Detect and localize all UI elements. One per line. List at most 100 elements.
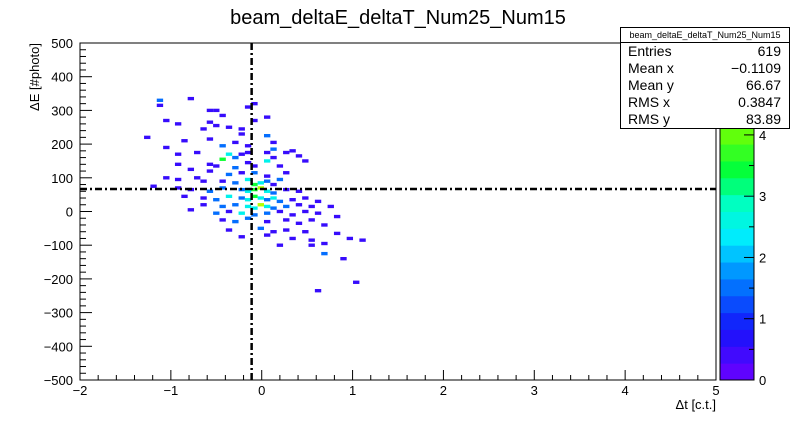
heatmap-bin (200, 196, 207, 200)
heatmap-bin (251, 164, 258, 168)
heatmap-bin (244, 216, 252, 220)
heatmap-bin (340, 257, 347, 261)
heatmap-bin (225, 125, 233, 129)
heatmap-bin (232, 140, 239, 145)
heatmap-bin (163, 145, 170, 150)
heatmap-bin (238, 196, 245, 200)
heatmap-bin (308, 204, 315, 209)
heatmap-bin (251, 213, 258, 217)
heatmap-bin (244, 160, 252, 165)
heatmap-bin (174, 186, 182, 190)
palette-swatch (720, 194, 754, 212)
heatmap-bin (225, 194, 233, 199)
y-tick-label: −400 (44, 339, 73, 354)
heatmap-bin (213, 108, 220, 113)
heatmap-bin (270, 155, 277, 160)
palette-swatch (720, 346, 754, 364)
x-axis: −2 −1 0 1 2 3 4 5 (73, 370, 720, 398)
heatmap-bin (283, 150, 290, 155)
heatmap-bin (251, 101, 258, 106)
heatmap-bin (206, 189, 214, 193)
palette-swatch (720, 144, 754, 162)
x-tick-label: −2 (73, 383, 88, 398)
heatmap-bin (232, 166, 239, 170)
heatmap-bin (263, 189, 271, 193)
heatmap-bin (251, 182, 258, 187)
heatmap-bin (213, 211, 220, 215)
heatmap-bin (308, 218, 315, 222)
heatmap-bin (238, 152, 245, 156)
heatmap-bin (251, 206, 258, 210)
heatmap-bin (283, 228, 290, 232)
stats-row-label: Mean x (628, 60, 674, 76)
heatmap-bin (219, 218, 226, 222)
bin-layer (144, 96, 366, 293)
palette-swatch (720, 312, 754, 330)
heatmap-bin (213, 123, 220, 128)
heatmap-bin (244, 105, 252, 109)
heatmap-bin (270, 147, 277, 151)
heatmap-bin (251, 118, 258, 123)
stats-row-value: 83.89 (745, 111, 781, 127)
y-tick-label: −300 (44, 306, 73, 321)
palette-tick-label: 1 (759, 312, 766, 327)
stats-row-value: −0.1109 (731, 60, 781, 76)
y-axis: −500 −400 −300 −200 −100 0 100 200 300 400 500 (44, 36, 92, 388)
heatmap-bin (251, 194, 258, 199)
heatmap-bin (263, 211, 271, 215)
heatmap-bin (194, 150, 201, 155)
heatmap-bin (181, 194, 188, 199)
heatmap-bin (289, 236, 296, 241)
heatmap-bin (263, 233, 271, 237)
palette-swatch (720, 228, 754, 246)
heatmap-bin (232, 203, 239, 207)
heatmap-bin (276, 177, 284, 182)
heatmap-bin (174, 122, 182, 126)
stats-row-value: 619 (757, 43, 781, 59)
heatmap-bin (346, 236, 354, 241)
heatmap-bin (276, 243, 284, 247)
heatmap-bin (302, 209, 309, 214)
heatmap-bin (276, 209, 284, 214)
heatmap-bin (302, 159, 309, 163)
heatmap-bin (144, 135, 151, 140)
y-tick-label: 0 (66, 205, 73, 220)
heatmap-bin (257, 226, 264, 231)
heatmap-bin (244, 204, 252, 209)
y-tick-label: 300 (51, 103, 73, 118)
heatmap-bin (333, 231, 341, 236)
heatmap-bin (263, 204, 271, 209)
heatmap-bin (283, 218, 290, 222)
heatmap-bin (251, 171, 258, 175)
stats-row: RMS x 0.3847 (621, 94, 789, 111)
heatmap-bin (225, 152, 233, 156)
heatmap-bin (206, 120, 214, 124)
heatmap-bin (219, 179, 226, 183)
heatmap-bin (321, 241, 328, 246)
y-axis-label: ΔE [#photo] (27, 43, 42, 111)
heatmap-bin (187, 208, 195, 212)
heatmap-bin (263, 198, 271, 202)
heatmap-bin (238, 211, 245, 215)
stats-row-value: 0.3847 (738, 94, 781, 110)
heatmap-bin (219, 157, 226, 161)
heatmap-bin (257, 203, 264, 207)
y-tick-label: 500 (51, 36, 73, 51)
heatmap-bin (244, 189, 252, 193)
heatmap-bin (225, 209, 233, 214)
x-tick-label: −1 (163, 383, 178, 398)
heatmap-bin (181, 139, 188, 143)
heatmap-bin (289, 149, 296, 153)
heatmap-bin (289, 198, 296, 202)
heatmap-bin (270, 140, 277, 145)
heatmap-bin (263, 174, 271, 178)
palette-swatch (720, 127, 754, 145)
palette-swatch (720, 278, 754, 297)
palette-tick-label: 4 (759, 128, 766, 143)
heatmap-bin (150, 184, 157, 188)
palette-swatch (720, 211, 754, 229)
palette-swatch (720, 295, 754, 314)
y-tick-label: −100 (44, 238, 73, 253)
x-tick-label: 0 (258, 383, 265, 398)
heatmap-bin (206, 162, 214, 166)
